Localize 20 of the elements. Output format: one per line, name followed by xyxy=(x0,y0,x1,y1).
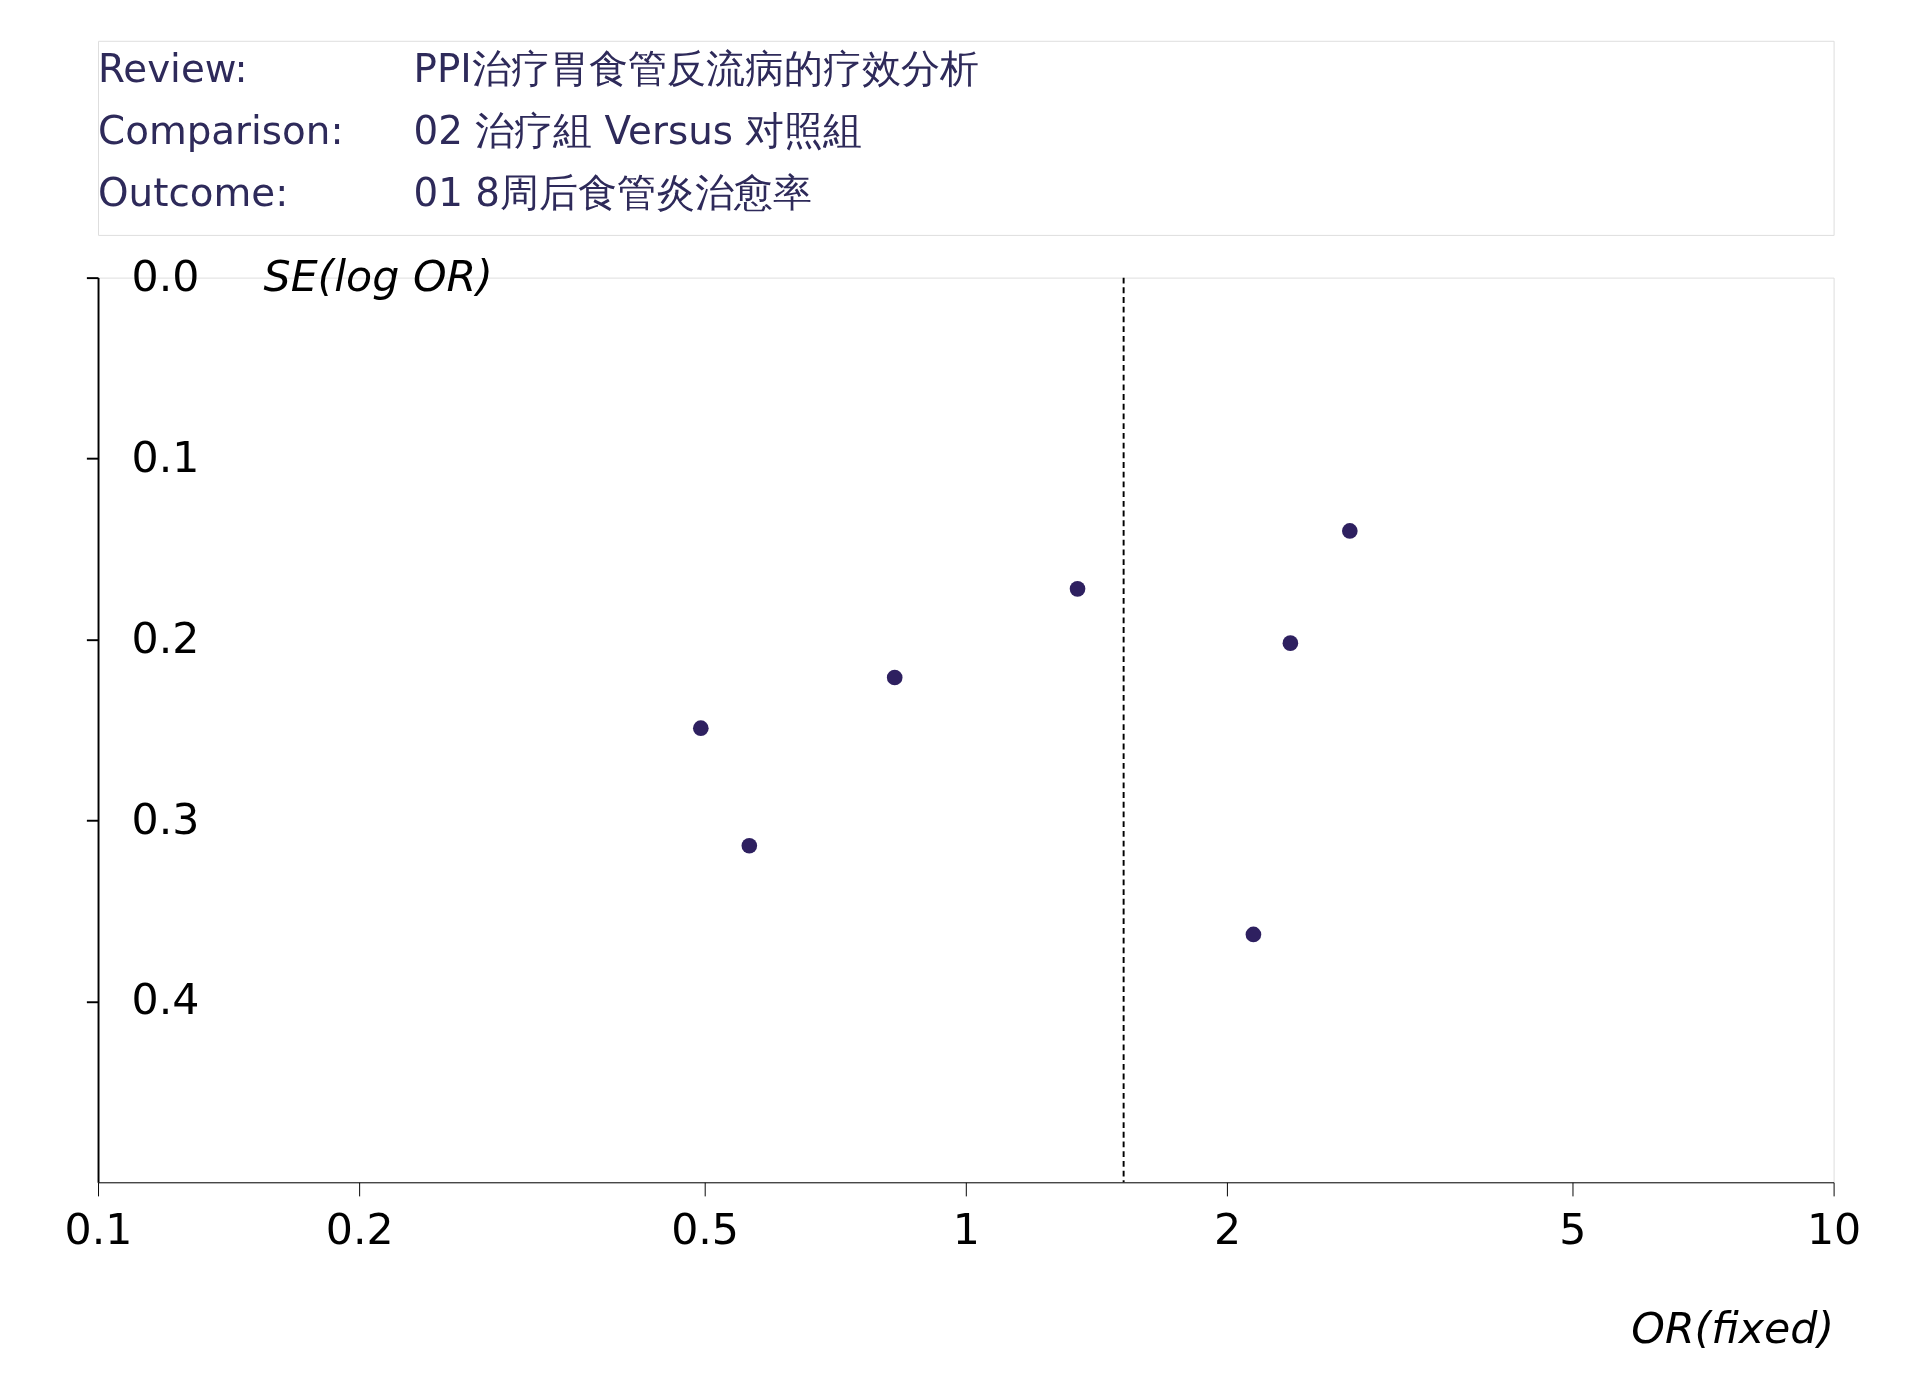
y-tick-label: 0.0 xyxy=(131,250,200,301)
x-tick-label: 0.2 xyxy=(325,1203,394,1254)
x-tick-label: 0.1 xyxy=(64,1203,133,1254)
y-tick-label: 0.3 xyxy=(131,793,200,844)
text: 02 治疗組 Versus 对照組 xyxy=(413,107,863,153)
x-tick-label: 10 xyxy=(1806,1203,1862,1254)
text: Outcome: xyxy=(98,169,289,215)
x-tick-label: 1 xyxy=(952,1203,980,1254)
text: Review: xyxy=(98,45,248,91)
x-tick-label: 5 xyxy=(1559,1203,1587,1254)
text: 01 8周后食管炎治愈率 xyxy=(413,169,812,215)
y-axis-title: SE(log OR) xyxy=(263,250,493,301)
y-tick-label: 0.2 xyxy=(131,612,200,663)
x-tick-label: 0.5 xyxy=(671,1203,740,1254)
text: Comparison: xyxy=(98,107,344,153)
y-tick-label: 0.4 xyxy=(131,974,200,1025)
x-axis-title: OR(fixed) xyxy=(1631,1302,1835,1353)
y-tick-label: 0.1 xyxy=(131,431,200,482)
x-tick-label: 2 xyxy=(1213,1203,1242,1254)
text: PPI治疗胃食管反流病的疗效分析 xyxy=(413,45,979,91)
